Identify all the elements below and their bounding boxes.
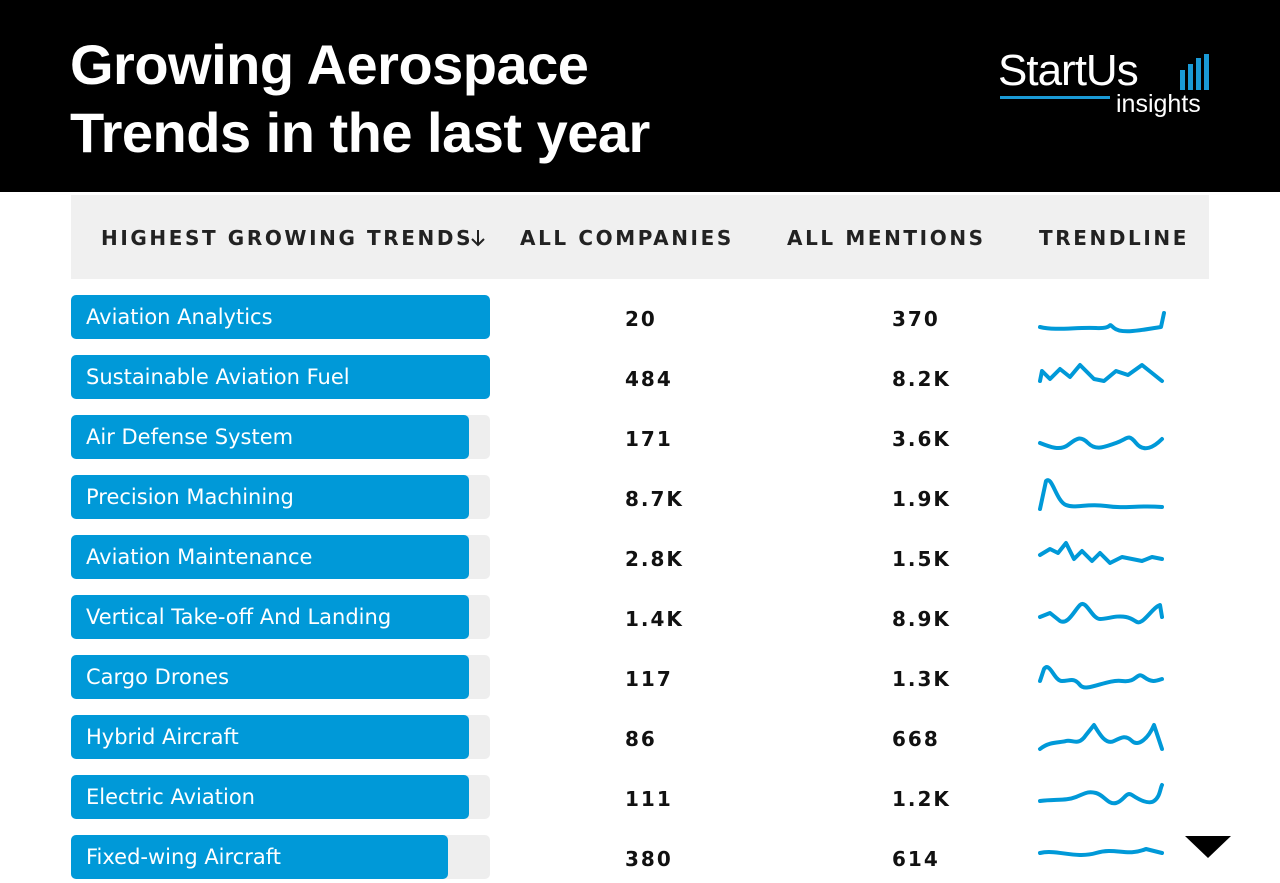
- logo-bars: [1180, 54, 1209, 90]
- trendline: [1038, 723, 1164, 751]
- trend-name: Aviation Maintenance: [86, 545, 313, 569]
- trendline: [1038, 783, 1164, 806]
- table-header: [71, 195, 1209, 279]
- trendline-path: [1038, 847, 1164, 857]
- header-bar: Growing Aerospace Trends in the last yea…: [0, 0, 1280, 192]
- trend-name: Sustainable Aviation Fuel: [86, 365, 350, 389]
- trend-bar[interactable]: [71, 775, 469, 819]
- mention-count: 614: [892, 847, 940, 871]
- company-count: 117: [625, 667, 673, 691]
- trend-name: Air Defense System: [86, 425, 294, 449]
- trend-name: Cargo Drones: [86, 665, 230, 689]
- trend-bar[interactable]: [71, 415, 469, 459]
- company-count: 111: [625, 787, 673, 811]
- mention-count: 1.2K: [892, 787, 951, 811]
- trend-name: Electric Aviation: [86, 785, 255, 809]
- logo-underline: [1000, 96, 1110, 99]
- trend-name: Aviation Analytics: [86, 305, 273, 329]
- company-count: 1.4K: [625, 607, 684, 631]
- trendline: [1038, 435, 1164, 451]
- company-count: 2.8K: [625, 547, 684, 571]
- trendline-path: [1038, 478, 1164, 511]
- trendline: [1038, 601, 1164, 625]
- trend-bar[interactable]: [71, 655, 469, 699]
- trendline: [1038, 478, 1164, 511]
- column-header: HIGHEST GROWING TRENDS: [101, 226, 474, 250]
- mention-count: 370: [892, 307, 940, 331]
- column-header: TRENDLINE: [1039, 226, 1190, 250]
- title-line: Trends in the last year: [70, 101, 650, 164]
- trend-name: Precision Machining: [86, 485, 294, 509]
- trend-bar[interactable]: [71, 535, 469, 579]
- trendline: [1038, 665, 1164, 690]
- company-count: 171: [625, 427, 673, 451]
- trendline: [1038, 847, 1164, 857]
- brand-logo[interactable]: StartUs: [998, 46, 1139, 95]
- trendline-path: [1038, 435, 1164, 451]
- trendline-path: [1038, 601, 1164, 625]
- sort-arrow: [471, 230, 485, 247]
- trend-bar[interactable]: [71, 475, 469, 519]
- trend-bar[interactable]: [71, 295, 490, 339]
- company-count: 484: [625, 367, 673, 391]
- mention-count: 3.6K: [892, 427, 951, 451]
- company-count: 86: [625, 727, 657, 751]
- trend-bar[interactable]: [71, 715, 469, 759]
- trendline-path: [1038, 311, 1166, 334]
- trend-name: Vertical Take-off And Landing: [86, 605, 392, 629]
- mention-count: 8.9K: [892, 607, 951, 631]
- mention-count: 1.9K: [892, 487, 951, 511]
- column-header: ALL COMPANIES: [520, 226, 734, 250]
- trendline: [1038, 311, 1166, 334]
- mention-count: 8.2K: [892, 367, 951, 391]
- trendline-path: [1038, 665, 1164, 690]
- trend-bar[interactable]: [71, 595, 469, 639]
- trend-bar[interactable]: [71, 355, 490, 399]
- company-count: 20: [625, 307, 657, 331]
- mention-count: 668: [892, 727, 940, 751]
- trendline: [1038, 541, 1164, 565]
- trendline-path: [1038, 363, 1164, 383]
- mention-count: 1.5K: [892, 547, 951, 571]
- title-line: Growing Aerospace: [70, 33, 589, 96]
- company-count: 8.7K: [625, 487, 684, 511]
- trend-name: Fixed-wing Aircraft: [86, 845, 281, 869]
- brand-sub: insights: [1116, 90, 1201, 118]
- company-count: 380: [625, 847, 673, 871]
- trendline: [1038, 363, 1164, 383]
- trend-name: Hybrid Aircraft: [86, 725, 239, 749]
- trendline-path: [1038, 723, 1164, 751]
- mention-count: 1.3K: [892, 667, 951, 691]
- trendline-path: [1038, 783, 1164, 806]
- trendline-path: [1038, 541, 1164, 565]
- column-header: ALL MENTIONS: [787, 226, 986, 250]
- scroll-arrow[interactable]: [1185, 836, 1231, 860]
